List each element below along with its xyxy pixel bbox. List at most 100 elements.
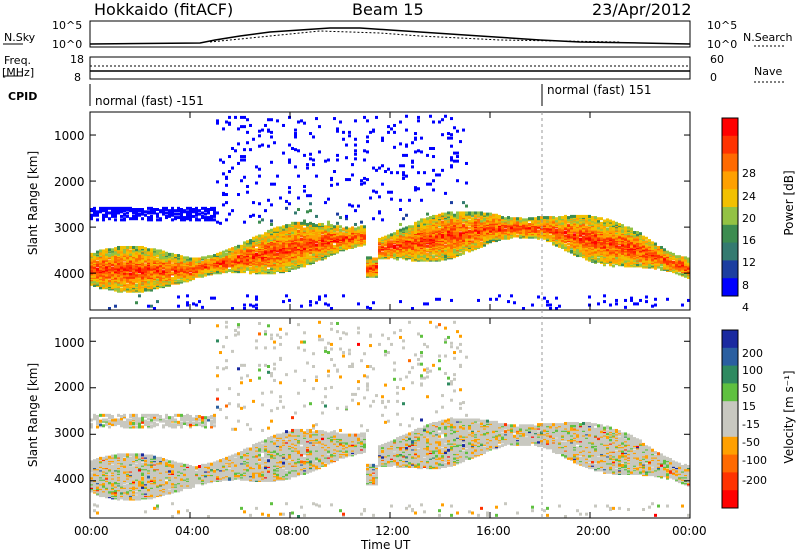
range-gate-cell: [330, 307, 333, 310]
range-gate-cell: [360, 227, 363, 231]
range-gate-cell: [141, 287, 144, 291]
range-gate-cell: [90, 213, 93, 217]
range-gate-cell: [462, 128, 465, 132]
range-gate-cell: [537, 216, 540, 220]
range-gate-cell: [96, 218, 99, 222]
range-gate-cell: [219, 255, 222, 259]
range-gate-cell: [459, 232, 462, 236]
range-gate-cell: [267, 198, 270, 202]
range-gate-cell: [426, 217, 429, 221]
range-gate-cell: [210, 214, 213, 218]
range-gate-cell: [171, 263, 174, 267]
range-gate-cell: [198, 218, 201, 222]
range-gate-cell: [426, 182, 429, 186]
range-gate-cell: [303, 153, 306, 157]
range-gate-cell: [126, 245, 129, 249]
range-gate-cell: [564, 243, 567, 247]
range-gate-cell: [438, 213, 441, 217]
range-gate-cell: [261, 234, 264, 238]
range-gate-cell: [213, 210, 216, 214]
range-gate-cell: [126, 265, 129, 269]
range-gate-cell: [600, 217, 603, 221]
range-gate-cell: [594, 219, 597, 223]
range-gate-cell: [264, 265, 267, 269]
range-gate-cell: [282, 225, 285, 229]
range-gate-cell: [561, 216, 564, 220]
range-gate-cell: [420, 150, 423, 154]
range-gate-cell: [99, 251, 102, 255]
range-gate-cell: [225, 120, 228, 124]
range-gate-cell: [453, 232, 456, 236]
range-gate-cell: [495, 219, 498, 223]
range-gate-cell: [426, 244, 429, 248]
range-gate-cell: [138, 254, 141, 258]
range-gate-cell: [417, 232, 420, 236]
range-gate-cell: [390, 243, 393, 247]
range-gate-cell: [498, 294, 501, 298]
range-gate-cell: [168, 260, 171, 264]
range-gate-cell: [225, 183, 228, 187]
range-gate-cell: [435, 297, 438, 301]
range-gate-cell: [288, 186, 291, 190]
range-gate-cell: [102, 213, 105, 217]
range-gate-cell: [312, 158, 315, 162]
range-gate-cell: [414, 186, 417, 190]
range-gate-cell: [288, 298, 291, 302]
range-gate-cell: [309, 132, 312, 136]
range-gate-cell: [405, 114, 408, 118]
range-gate-cell: [504, 235, 507, 239]
range-gate-cell: [276, 174, 279, 178]
range-gate-cell: [216, 180, 219, 184]
range-gate-cell: [294, 132, 297, 136]
range-gate-cell: [597, 257, 600, 261]
range-gate-cell: [477, 236, 480, 240]
range-gate-cell: [246, 249, 249, 253]
range-gate-cell: [234, 258, 237, 262]
range-gate-cell: [372, 128, 375, 132]
range-gate-cell: [144, 213, 147, 217]
range-gate-cell: [447, 229, 450, 233]
range-gate-cell: [408, 252, 411, 256]
range-gate-cell: [456, 221, 459, 225]
range-gate-cell: [234, 245, 237, 249]
range-gate-cell: [582, 255, 585, 259]
range-gate-cell: [561, 244, 564, 248]
range-gate-cell: [429, 237, 432, 241]
range-gate-cell: [276, 226, 279, 230]
range-gate-cell: [399, 142, 402, 146]
range-gate-cell: [294, 266, 297, 270]
range-gate-cell: [204, 256, 207, 260]
range-gate-cell: [372, 265, 375, 269]
range-gate-cell: [612, 229, 615, 233]
range-gate-cell: [261, 254, 264, 258]
date-title: 23/Apr/2012: [592, 0, 692, 19]
range-gate-cell: [471, 217, 474, 221]
range-gate-cell: [102, 206, 105, 210]
range-gate-cell: [303, 227, 306, 231]
range-gate-cell: [486, 221, 489, 225]
range-gate-cell: [129, 245, 132, 249]
range-gate-cell: [465, 237, 468, 241]
range-gate-cell: [156, 208, 159, 211]
range-gate-cell: [564, 245, 567, 249]
range-gate-cell: [351, 173, 354, 177]
range-gate-cell: [609, 303, 612, 307]
range-gate-cell: [255, 248, 258, 252]
range-gate-cell: [450, 201, 453, 205]
range-gate-cell: [288, 239, 291, 243]
range-gate-cell: [336, 243, 339, 247]
range-gate-cell: [432, 155, 435, 159]
range-gate-cell: [288, 267, 291, 271]
range-gate-cell: [597, 236, 600, 240]
range-gate-cell: [360, 243, 363, 247]
range-gate-cell: [315, 174, 318, 178]
range-gate-cell: [408, 227, 411, 231]
range-gate-cell: [597, 243, 600, 247]
range-gate-cell: [300, 244, 303, 248]
range-gate-cell: [126, 206, 129, 210]
range-gate-cell: [579, 249, 582, 253]
range-gate-cell: [381, 164, 384, 168]
range-gate-cell: [141, 210, 144, 214]
range-gate-cell: [150, 278, 153, 282]
range-gate-cell: [186, 303, 189, 307]
